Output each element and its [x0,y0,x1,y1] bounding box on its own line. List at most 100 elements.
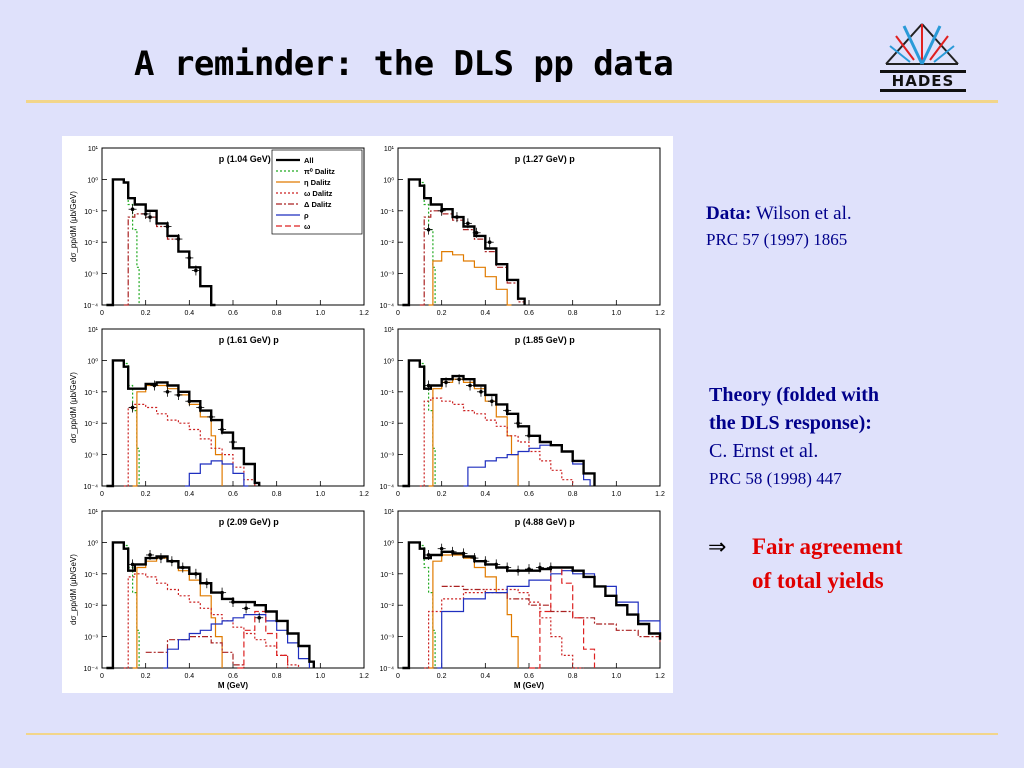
data-point [483,559,488,564]
x-tick-label: 0.8 [568,491,578,498]
legend-label: η Dalitz [304,178,331,187]
data-point [461,551,466,556]
x-tick-label: 0.6 [524,491,534,498]
data-point [257,615,261,620]
y-tick-label: 10⁰ [87,357,98,365]
y-tick-label: 10¹ [384,327,395,334]
data-point [472,556,477,560]
data-point [494,562,499,567]
legend-label: ρ [304,211,309,220]
data-point [444,380,448,385]
bottom-divider [26,733,998,735]
y-tick-label: 10⁻⁴ [84,484,99,491]
data-point [194,268,198,273]
panel-title: p (1.27 GeV) p [515,154,576,164]
y-tick-label: 10¹ [384,509,395,516]
x-tick-label: 0.6 [524,673,534,680]
x-tick-label: 1.0 [315,673,325,680]
chart-panel-2: 10¹ 10⁰ 10⁻¹ 10⁻² 10⁻³ 10⁻⁴0 0.2 0.4 0.6 0.8 1.0 1.… [380,146,665,317]
y-tick-label: 10⁻² [380,603,394,610]
legend: All π⁰ Dalitz η Dalitz ω Dalitz Δ Dalitz ρω [271,149,363,235]
series--dalitz [123,573,300,669]
data-point [527,433,531,438]
data-point [457,377,461,382]
x-tick-label: 0.4 [480,491,490,498]
data-point [205,581,209,586]
x-tick-label: 0.2 [141,491,151,498]
y-tick-label: 10⁻² [380,240,394,247]
hades-logo [885,23,959,65]
conclusion: ⇒ Fair agreement of total yields [708,530,903,597]
plot-frame [397,147,661,306]
dls-spectra-figure: 10¹ 10⁰ 10⁻¹ 10⁻² 10⁻³ 10⁻⁴ 0 0.2 0.4 0.6 0.8 1.0 1.… [62,136,673,693]
x-tick-label: 0.2 [141,673,151,680]
x-tick-label: 0.8 [272,310,282,317]
plot-frame [397,328,661,487]
data-point [180,565,185,570]
legend-label: Δ Dalitz [304,200,332,209]
y-tick-label: 10⁻¹ [380,390,394,397]
y-tick-label: 10⁰ [383,539,394,547]
data-point [148,553,152,557]
logo-text: HADES [880,70,966,92]
data-point [538,565,542,570]
series-- [529,566,596,669]
y-axis-label: dσ_pp/dM (μb/GeV) [69,554,78,625]
x-tick-label: 1.0 [611,673,621,680]
data-point [176,237,181,241]
chart-panel-4: 10¹ 10⁰ 10⁻¹ 10⁻² 10⁻³ 10⁻⁴0 0.2 0.4 0.6 0.8 1.0 1.… [380,327,665,498]
series--dalitz [132,384,223,487]
legend-label: ω Dalitz [304,189,333,198]
panel-title: p (1.85 GeV) p [515,335,576,345]
x-tick-label: 0.8 [272,491,282,498]
detector-icon [885,23,959,65]
y-tick-label: 10⁰ [383,176,394,184]
series--dalitz [424,588,584,669]
data-point [165,390,170,394]
y-tick-label: 10⁻² [380,421,394,428]
data-point [450,550,455,554]
x-tick-label: 0.8 [272,673,282,680]
series-- [185,460,249,487]
data-point [244,606,248,611]
data-point [505,408,509,413]
data-point [209,415,213,419]
data-point [505,565,509,570]
x-tick-label: 0.6 [524,310,534,317]
y-tick-label: 10⁻³ [380,272,394,279]
y-tick-label: 10⁰ [383,357,394,365]
chart-panel-3: 10¹ 10⁰ 10⁻¹ 10⁻² 10⁻³ 10⁻⁴0 0.2 0.4 0.6 0.8 1.0 1.… [69,327,369,498]
data-point [130,562,135,567]
y-tick-label: 10⁻¹ [84,572,98,579]
data-point [549,565,553,570]
y-tick-label: 10¹ [88,509,99,516]
y-tick-label: 10⁻¹ [380,572,394,579]
legend-label: ω [304,222,311,231]
conclusion-line1: Fair agreement [752,534,903,559]
x-tick-label: 0 [396,491,400,498]
x-tick-label: 1.2 [655,310,665,317]
data-label: Data: [706,203,752,224]
data-point [187,256,192,260]
legend-label: π⁰ Dalitz [304,167,335,176]
x-tick-label: 0.6 [228,673,238,680]
x-axis-label: M (GeV) [514,681,545,690]
x-tick-label: 0.6 [228,310,238,317]
data-point [231,600,235,604]
x-tick-label: 1.0 [611,491,621,498]
data-point [487,240,492,244]
x-tick-label: 1.0 [315,491,325,498]
x-tick-label: 0.2 [437,673,447,680]
data-point [468,383,472,388]
y-tick-label: 10¹ [88,327,99,334]
plot-frame [101,510,365,669]
series--dalitz [419,210,526,306]
y-tick-label: 10⁻⁴ [84,666,99,673]
series--dalitz [123,403,256,487]
legend-box [271,149,363,235]
y-axis-label: dσ_pp/dM (μb/GeV) [69,372,78,443]
top-divider [26,100,998,103]
data-point [220,427,224,432]
x-tick-label: 0 [396,310,400,317]
x-tick-label: 0.8 [568,310,578,317]
